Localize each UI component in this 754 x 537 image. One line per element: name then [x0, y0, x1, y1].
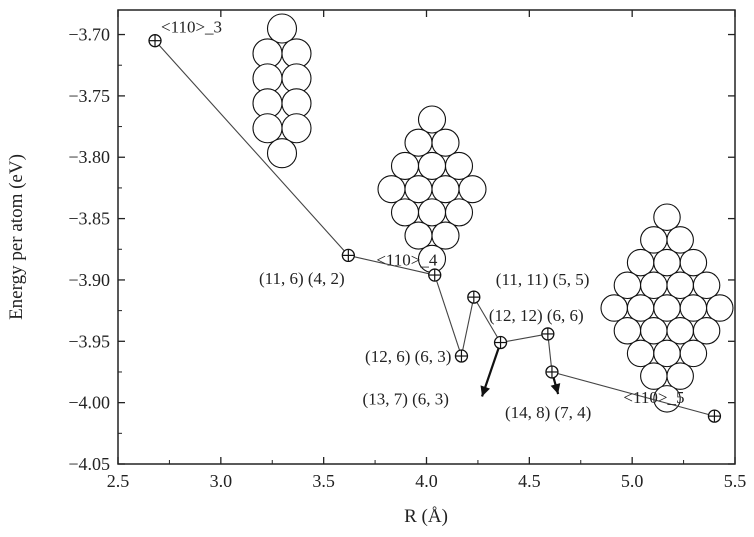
atom-circle — [431, 175, 460, 204]
atom-circle — [640, 271, 668, 300]
atom-circle — [640, 316, 668, 345]
atom-circle — [377, 175, 406, 204]
atom-circle — [390, 151, 420, 180]
point-label: (11, 11) (5, 5) — [496, 270, 590, 289]
y-tick-label: −4.00 — [68, 393, 110, 413]
atom-circle — [626, 248, 655, 277]
atom-circle — [666, 362, 694, 390]
x-tick-label: 5.0 — [621, 471, 644, 491]
atom-circle — [666, 226, 694, 254]
atom-circle — [458, 175, 487, 204]
atom-circle — [444, 198, 474, 227]
data-point — [148, 34, 162, 48]
atom-circle — [666, 316, 694, 345]
y-tick-label: −3.85 — [68, 209, 110, 229]
series-line-segment — [551, 371, 715, 417]
atom-circle — [431, 221, 460, 250]
arrow — [480, 342, 502, 397]
atom-circle — [444, 151, 474, 180]
data-point — [467, 290, 481, 304]
atom-circle — [390, 198, 420, 227]
point-label: (13, 7) (6, 3) — [363, 390, 449, 409]
point-label: (11, 6) (4, 2) — [259, 269, 345, 288]
data-point — [707, 409, 722, 423]
atom-circle — [679, 339, 708, 368]
y-tick-label: −4.05 — [68, 454, 110, 474]
cluster-structure — [377, 105, 487, 273]
point-label: (12, 12) (6, 6) — [489, 306, 584, 325]
atom-circle — [252, 113, 283, 144]
point-labels: <110>_3 <110>_4 (11, 6) (4, 2) (12, 6) (6, … — [161, 18, 684, 422]
data-point — [493, 335, 508, 350]
y-tick-label: −3.95 — [68, 331, 110, 351]
atom-circle — [653, 339, 681, 368]
atom-circle — [404, 175, 433, 204]
series-line-segment — [473, 296, 502, 343]
series-line-segment — [434, 274, 462, 357]
atom-circle — [600, 294, 628, 322]
atom-circle — [706, 294, 734, 322]
atom-circle — [653, 203, 681, 231]
atom-circle — [679, 294, 708, 322]
cluster-structure — [600, 203, 734, 413]
x-tick-label: 3.5 — [312, 471, 335, 491]
cluster-structure — [252, 13, 312, 169]
atom-circle — [640, 362, 668, 390]
atom-circle — [613, 316, 642, 345]
y-tick-label: −3.70 — [68, 25, 110, 45]
atom-circle — [417, 198, 447, 227]
atom-circle — [653, 294, 681, 322]
atom-circle — [417, 105, 447, 134]
data-point — [454, 349, 469, 363]
atom-circle — [692, 316, 721, 345]
atom-circle — [266, 138, 298, 169]
x-tick-label: 4.5 — [518, 471, 541, 491]
atom-circle — [666, 271, 694, 300]
y-tick-label: −3.90 — [68, 270, 110, 290]
series-line-segment — [154, 40, 349, 256]
atom-circle — [626, 339, 655, 368]
data-point — [545, 365, 559, 379]
point-label: (12, 6) (6, 3) — [365, 347, 451, 366]
point-label: <110>_4 — [376, 250, 438, 269]
x-tick-label: 5.5 — [724, 471, 747, 491]
data-point — [428, 268, 442, 282]
atom-circle — [404, 221, 433, 250]
point-label: (14, 8) (7, 4) — [505, 403, 591, 422]
atom-circle — [653, 248, 681, 277]
cluster-illustrations — [252, 13, 734, 413]
atom-circle — [281, 113, 312, 144]
atom-circle — [692, 271, 721, 300]
atom-circle — [626, 294, 655, 322]
y-tick-label: −3.75 — [68, 86, 110, 106]
x-tick-label: 4.0 — [415, 471, 438, 491]
point-label: <110>_5 — [623, 388, 684, 407]
data-points — [148, 34, 722, 423]
atom-circle — [266, 13, 298, 44]
atom-circle — [613, 271, 642, 300]
annotation-arrows — [480, 342, 561, 397]
atom-circle — [404, 128, 433, 157]
atom-circle — [417, 151, 447, 180]
x-tick-label: 2.5 — [107, 471, 130, 491]
x-tick-label: 3.0 — [210, 471, 233, 491]
x-axis-label: R (Å) — [404, 506, 448, 527]
data-point — [541, 327, 555, 341]
series-line-segment — [460, 297, 475, 357]
atom-circle — [640, 226, 668, 254]
axis-ticks: 2.5 3.0 3.5 4.0 4.5 5.0 5.5 −3.70 −3.75 −3.80 −3.8… — [68, 10, 746, 491]
y-tick-label: −3.80 — [68, 147, 110, 167]
connecting-lines — [154, 40, 715, 417]
series-line-segment — [500, 333, 548, 344]
point-label: <110>_3 — [161, 18, 222, 37]
series-line-segment — [348, 254, 435, 276]
atom-circle — [431, 128, 460, 157]
data-point — [341, 248, 355, 263]
atom-circle — [679, 248, 708, 277]
y-axis-label: Energy per atom (eV) — [6, 154, 27, 320]
